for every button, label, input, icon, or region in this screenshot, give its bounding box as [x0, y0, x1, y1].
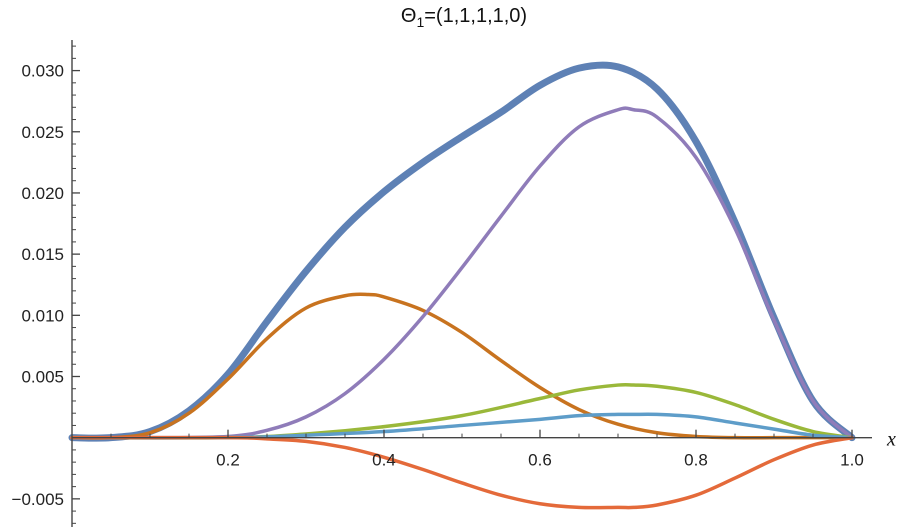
y-tick-label: 0.015: [21, 245, 64, 264]
title-theta: Θ: [401, 5, 417, 27]
title-subscript: 1: [416, 14, 424, 30]
x-axis-label: x: [886, 429, 896, 451]
axes-layer: [71, 40, 872, 527]
x-tick-label: 0.8: [684, 451, 708, 470]
y-tick-label: 0.030: [21, 62, 64, 81]
series-line-5: [70, 412, 854, 440]
x-tick-label: 1.0: [840, 451, 864, 470]
y-tick-label: 0.020: [21, 184, 64, 203]
y-tick-label: −0.005: [12, 490, 64, 509]
y-tick-label: 0.025: [21, 123, 64, 142]
chart-title: Θ1=(1,1,1,1,0): [401, 5, 527, 30]
series-line-3: [70, 106, 854, 440]
series-line-6: [70, 435, 854, 510]
y-tick-label: 0.005: [21, 367, 64, 386]
x-tick-label: 0.2: [216, 451, 240, 470]
title-suffix: =(1,1,1,1,0): [424, 5, 527, 27]
ticks-layer: 0.2 0.4 0.6 0.8 1.0 −0.005 0.005 0.010 0.015 0.02…: [12, 45, 864, 524]
x-tick-label: 0.6: [528, 451, 552, 470]
series-line-1: [68, 61, 856, 442]
x-tick-label: 0.4: [372, 451, 396, 470]
y-tick-label: 0.010: [21, 306, 64, 325]
series-layer: [68, 61, 856, 510]
